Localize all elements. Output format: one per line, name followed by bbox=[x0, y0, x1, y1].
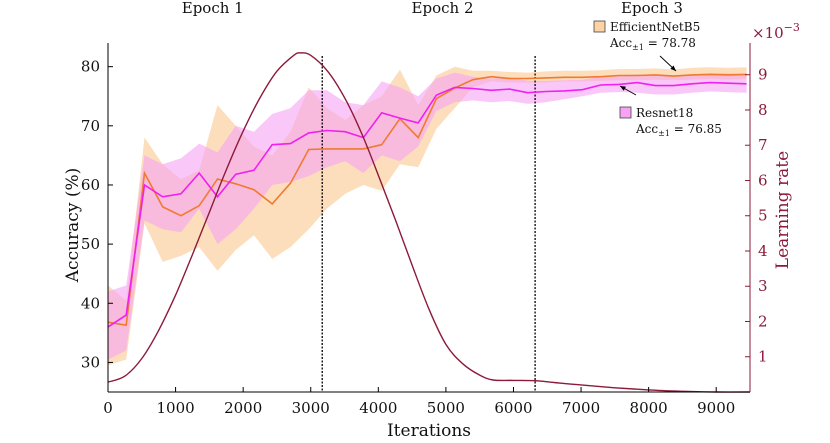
y-right-tick-label: 5 bbox=[758, 207, 768, 225]
x-tick-label: 6000 bbox=[494, 399, 532, 417]
legend: EfficientNetB5 Acc±1 = 78.78 Resnet18 Acc±1… bbox=[593, 20, 722, 138]
x-tick-label: 3000 bbox=[292, 399, 330, 417]
x-tick-label: 4000 bbox=[359, 399, 397, 417]
y-right-tick-label: 4 bbox=[758, 242, 768, 260]
x-tick-label: 8000 bbox=[630, 399, 668, 417]
legend-acc: Acc±1 = 78.78 bbox=[609, 36, 696, 52]
legend-swatch bbox=[593, 20, 606, 33]
legend-resnet18: Resnet18 Acc±1 = 76.85 bbox=[619, 85, 722, 138]
y-right-tick-label: 1 bbox=[758, 348, 768, 366]
x-tick-label: 7000 bbox=[562, 399, 600, 417]
epoch-label-3: Epoch 3 bbox=[621, 0, 683, 17]
y-left-tick-label: 40 bbox=[81, 294, 100, 312]
y-right-tick-label: 2 bbox=[758, 312, 768, 330]
x-axis-label: Iterations bbox=[387, 421, 471, 441]
epoch-label-2: Epoch 2 bbox=[412, 0, 474, 17]
x-tick-label: 9000 bbox=[697, 399, 735, 417]
y-right-tick-label: 7 bbox=[758, 136, 768, 154]
y-right-tick-label: 9 bbox=[758, 66, 768, 84]
y-left-tick-label: 60 bbox=[81, 176, 100, 194]
legend-name: EfficientNetB5 bbox=[610, 20, 700, 34]
y-left-tick-label: 50 bbox=[81, 235, 100, 253]
legend-arrow-head bbox=[670, 65, 676, 71]
exponent-power: −3 bbox=[784, 21, 800, 34]
line-resnet18 bbox=[107, 81, 747, 328]
legend-acc: Acc±1 = 76.85 bbox=[635, 122, 722, 138]
legend-name: Resnet18 bbox=[636, 106, 693, 120]
y-left-tick-label: 30 bbox=[81, 353, 100, 371]
learning-rate-line bbox=[107, 52, 751, 393]
exponent-multiplier: ×10 bbox=[752, 24, 784, 42]
series-lines bbox=[107, 73, 747, 328]
exponent-label: ×10−3 bbox=[752, 21, 800, 42]
epoch-boundaries bbox=[321, 56, 536, 392]
x-tick-label: 1000 bbox=[156, 399, 194, 417]
epoch-label-1: Epoch 1 bbox=[182, 0, 244, 17]
x-tick-label: 5000 bbox=[427, 399, 465, 417]
y-right-tick-label: 8 bbox=[758, 101, 768, 119]
y-right-tick-label: 6 bbox=[758, 171, 768, 189]
y-right-tick-label: 3 bbox=[758, 277, 768, 295]
plot-bands bbox=[108, 66, 747, 366]
x-tick-label: 2000 bbox=[224, 399, 262, 417]
epoch-labels: Epoch 1 Epoch 2 Epoch 3 bbox=[182, 0, 683, 17]
y-left-tick-label: 80 bbox=[81, 58, 100, 76]
y-right-ticks: 1 2 3 4 5 6 7 8 9 bbox=[745, 66, 768, 366]
lr-curve bbox=[107, 52, 751, 393]
y-left-tick-label: 70 bbox=[81, 117, 100, 135]
legend-swatch bbox=[619, 106, 632, 119]
axes bbox=[107, 43, 751, 393]
x-tick-label: 0 bbox=[103, 399, 113, 417]
legend-arrow-head bbox=[620, 86, 626, 91]
y-right-axis-label: Learning rate bbox=[773, 151, 793, 269]
legend-efficientnetb5: EfficientNetB5 Acc±1 = 78.78 bbox=[593, 20, 700, 72]
y-left-ticks: 30 40 50 60 70 80 bbox=[81, 58, 113, 371]
line-efficientnetb5 bbox=[107, 73, 747, 327]
x-ticks: 0 1000 2000 3000 4000 5000 6000 7000 8000 9000 bbox=[103, 387, 735, 417]
band-resnet18 bbox=[108, 72, 747, 360]
y-left-axis-label: Accuracy (%) bbox=[63, 168, 83, 283]
